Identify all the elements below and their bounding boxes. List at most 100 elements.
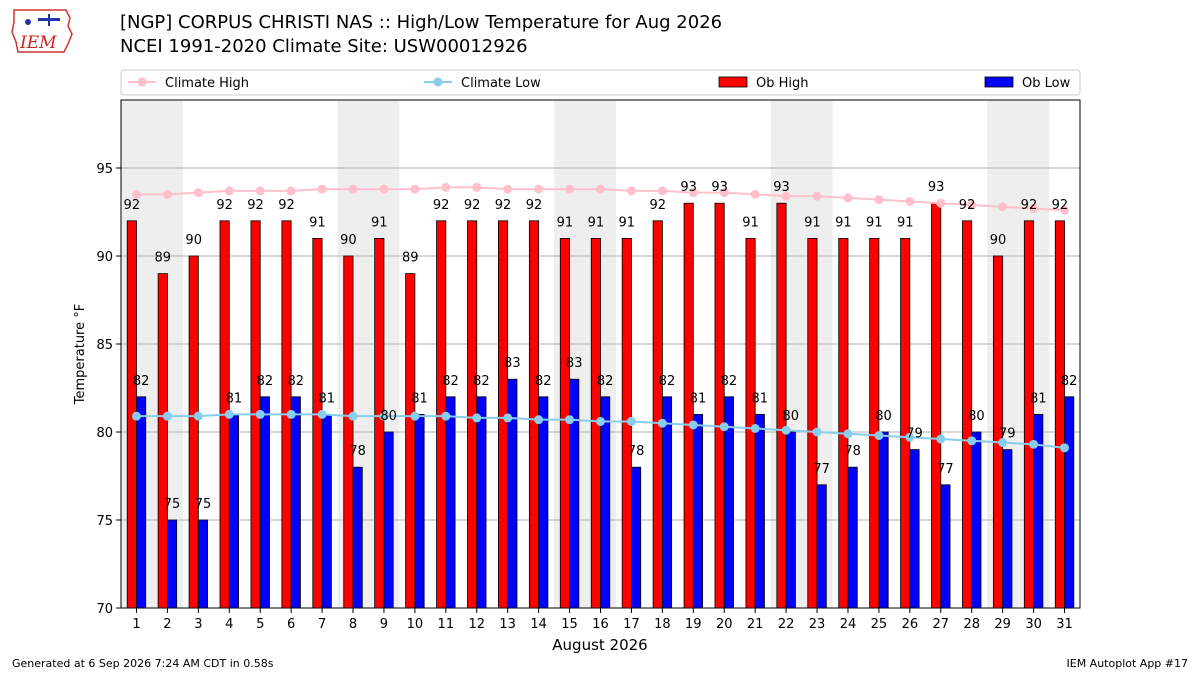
- ob-low-label: 77: [813, 462, 830, 477]
- ob-high-label: 92: [216, 198, 233, 213]
- ob-low-label: 82: [133, 374, 150, 389]
- x-tick-label: 18: [654, 617, 671, 632]
- x-tick-label: 9: [380, 617, 388, 632]
- ob-low-legend-label: Ob Low: [1022, 76, 1071, 91]
- ob-low-label: 81: [411, 391, 428, 406]
- ob-low-bar: [538, 396, 549, 609]
- climate-high-point: [565, 184, 575, 194]
- climate-low-point: [224, 409, 234, 419]
- x-axis: 1 2 3 4 5 6 7 8 9 10 11 12 13 14 15 16 17 18 19 20 21 22 23 24 2…: [132, 608, 1073, 632]
- ob-high-label: 89: [402, 251, 419, 266]
- x-tick-label: 6: [287, 617, 295, 632]
- climate-high-point: [596, 184, 605, 194]
- ob-high-bar: [1023, 220, 1034, 609]
- x-tick-label: 24: [840, 617, 857, 632]
- climate-low-point: [812, 427, 822, 437]
- ob-low-bar: [383, 431, 394, 609]
- x-tick-label: 13: [499, 617, 516, 632]
- ob-low-bar: [476, 396, 487, 609]
- x-tick-label: 3: [194, 617, 202, 632]
- climate-high-point: [688, 188, 698, 198]
- climate-high-point: [719, 188, 729, 198]
- ob-low-label: 82: [659, 374, 676, 389]
- ob-low-label: 77: [937, 462, 954, 477]
- x-tick-label: 8: [349, 617, 357, 632]
- ob-low-label: 81: [690, 391, 707, 406]
- ob-low-label: 80: [380, 409, 397, 424]
- x-tick-label: 20: [716, 617, 733, 632]
- ob-high-label: 91: [309, 215, 326, 230]
- y-tick-label: 85: [96, 338, 113, 353]
- ob-low-bar: [1002, 449, 1013, 609]
- ob-high-bar: [528, 220, 540, 609]
- climate-high-point: [1060, 205, 1070, 215]
- ob-low-bar: [321, 413, 332, 609]
- climate-lines: [131, 182, 1070, 453]
- climate-low-point: [317, 409, 327, 419]
- x-tick-label: 19: [685, 617, 702, 632]
- ob-low-bar: [197, 519, 209, 609]
- ob-low-bar: [847, 466, 858, 609]
- ob-low-label: 75: [164, 497, 181, 512]
- ob-high-bar: [188, 255, 199, 609]
- climate-low-point: [131, 411, 141, 421]
- x-tick-label: 14: [530, 617, 547, 632]
- climate-low-point: [936, 434, 946, 444]
- x-tick-label: 2: [163, 617, 171, 632]
- x-tick-label: 31: [1056, 617, 1073, 632]
- ob-high-label: 92: [124, 198, 141, 213]
- y-tick-label: 90: [96, 250, 113, 265]
- ob-low-bar: [692, 413, 703, 609]
- x-tick-label: 15: [561, 617, 578, 632]
- climate-high-point: [812, 191, 822, 201]
- climate-low-point: [441, 411, 451, 421]
- ob-high-label: 92: [278, 198, 295, 213]
- x-tick-label: 26: [902, 617, 919, 632]
- ob-low-bar: [414, 413, 425, 609]
- climate-low-point: [193, 411, 203, 421]
- ob-low-label: 78: [844, 444, 861, 459]
- climate-high-point: [255, 186, 265, 196]
- climate-high-point: [750, 189, 760, 199]
- ob-high-label: 92: [649, 198, 666, 213]
- y-axis-label: Temperature °F: [73, 304, 88, 405]
- ob-low-bar: [1064, 396, 1075, 609]
- ob-low-bar: [661, 396, 673, 609]
- ob-high-bar: [312, 237, 323, 609]
- climate-low-point: [534, 415, 544, 425]
- ob-high-legend-label: Ob High: [756, 76, 809, 91]
- ob-low-bar: [228, 413, 239, 609]
- ob-low-bar: [507, 378, 518, 609]
- ob-low-bar: [352, 466, 363, 609]
- ob-low-label: 81: [1030, 391, 1047, 406]
- ob-low-label: 82: [473, 374, 490, 389]
- ob-high-label: 92: [247, 198, 264, 213]
- climate-high-point: [905, 196, 915, 206]
- ob-low-label: 82: [1061, 374, 1078, 389]
- ob-high-label: 93: [711, 180, 728, 195]
- ob-low-bar: [940, 484, 951, 609]
- ob-high-label: 92: [526, 198, 543, 213]
- y-tick-label: 75: [96, 514, 113, 529]
- climate-high-point: [162, 189, 172, 199]
- climate-low-point: [162, 411, 172, 421]
- ob-high-label: 93: [680, 180, 697, 195]
- climate-high-point: [626, 186, 636, 196]
- climate-low-point: [998, 438, 1008, 448]
- logo-text: IEM: [19, 33, 57, 53]
- climate-low-point: [379, 411, 389, 421]
- x-tick-label: 22: [778, 617, 795, 632]
- climate-high-point: [379, 184, 389, 194]
- ob-low-label: 79: [906, 427, 923, 442]
- y-tick-label: 80: [96, 426, 113, 441]
- ob-low-bar: [754, 413, 765, 609]
- climate-low-point: [781, 425, 791, 435]
- ob-high-label: 92: [464, 198, 481, 213]
- iem-logo: IEM: [11, 9, 73, 53]
- ob-low-label: 82: [288, 374, 305, 389]
- ob-high-label: 93: [928, 180, 945, 195]
- climate-low-legend-marker: [433, 77, 443, 87]
- ob-high-bar: [343, 255, 354, 609]
- climate-high-point: [998, 202, 1008, 212]
